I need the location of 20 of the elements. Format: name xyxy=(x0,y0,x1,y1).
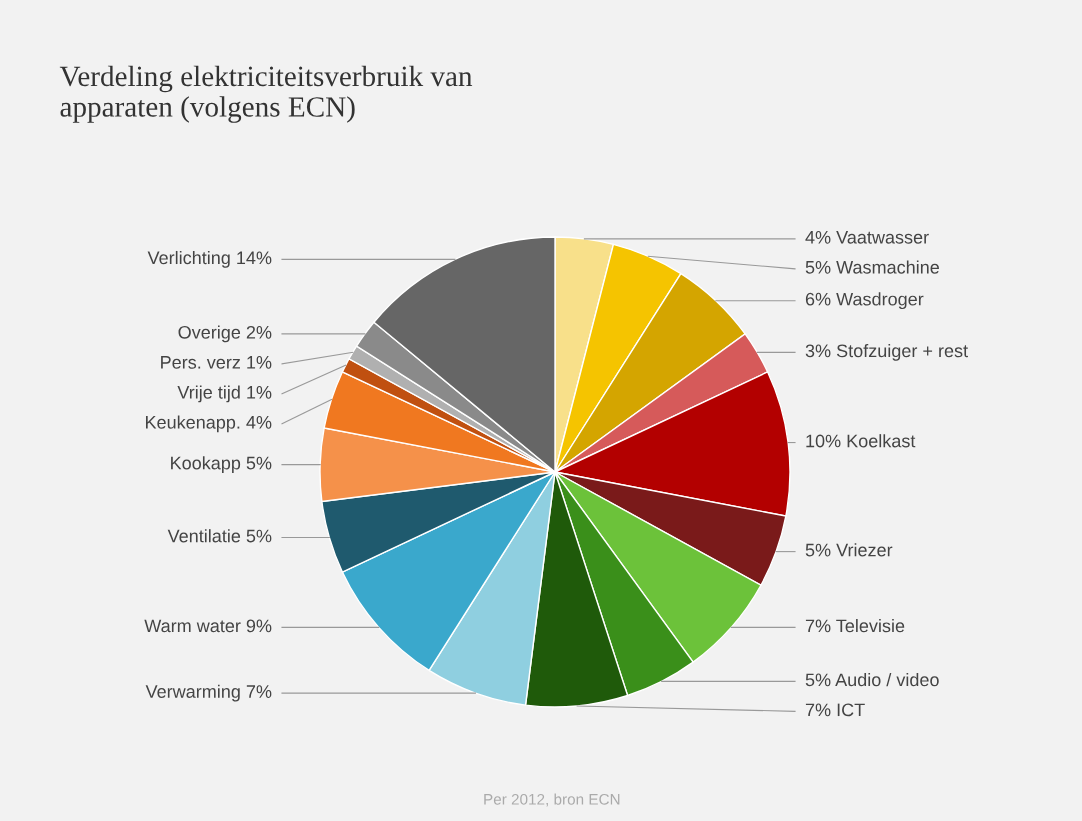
slice-label: Ventilatie 5% xyxy=(167,529,272,543)
slice-label: 10% Koelkast xyxy=(806,434,916,448)
slice-label: Pers. verz 1% xyxy=(161,356,272,369)
slice-label: 3% Stofzuiger + rest xyxy=(805,343,968,361)
slice-label: Verlichting 14% xyxy=(147,250,272,268)
slice-label: Vrije tijd 1% xyxy=(177,385,272,403)
slice-label: 5% Vriezer xyxy=(805,543,893,557)
slice-label: 5% Audio / video xyxy=(805,672,939,687)
chart-title: Verdeling elektriciteitsverbruik van apparaten (volgens ECN) xyxy=(59,65,473,123)
slice-label: Warm water 9% xyxy=(144,619,272,633)
text: Per 2012, bron ECN xyxy=(484,793,620,807)
slice-label: 7% Televisie xyxy=(805,618,905,633)
slice-label: 6% Wasdroger xyxy=(805,292,924,310)
slice-label: 4% Vaatwasser xyxy=(805,230,929,244)
slice-label: Keukenapp. 4% xyxy=(146,415,272,433)
slice-label: Kookapp 5% xyxy=(171,456,272,474)
slice-label: 7% ICT xyxy=(805,703,865,717)
slice-label: Verwarming 7% xyxy=(145,684,272,702)
slice-label: 5% Wasmachine xyxy=(805,260,939,274)
slice-label: Overige 2% xyxy=(178,325,272,343)
